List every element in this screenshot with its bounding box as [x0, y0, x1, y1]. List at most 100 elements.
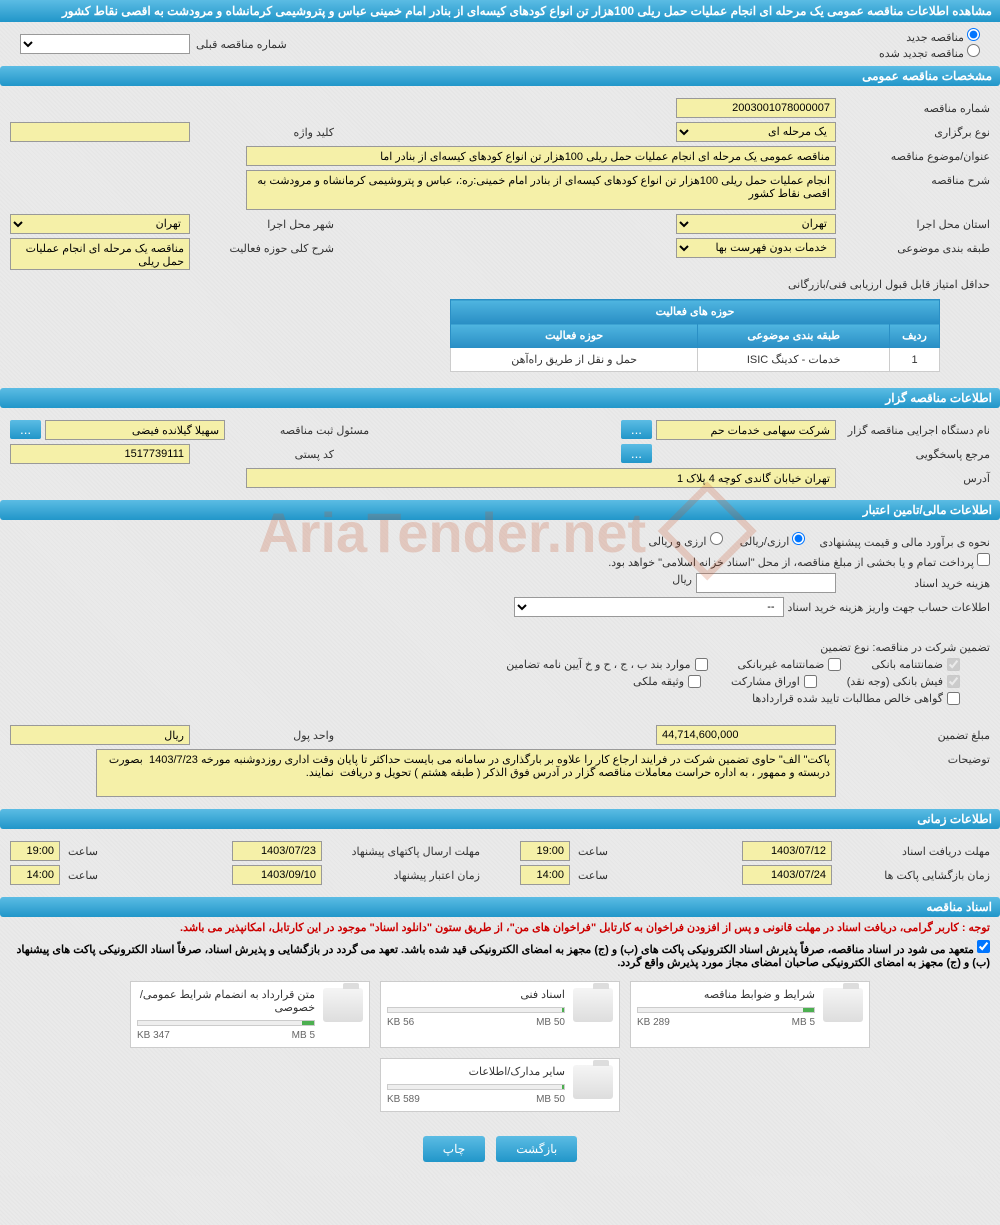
activitydesc-textarea[interactable]: مناقصه یک مرحله ای انجام عملیات حمل ریلی	[10, 238, 190, 270]
receive-time[interactable]	[520, 841, 570, 861]
section-issuer-header: اطلاعات مناقصه گزار	[0, 388, 1000, 408]
minscore-label: حداقل امتیاز قابل قبول ارزیابی فنی/بازرگ…	[788, 274, 990, 291]
type-label: نوع برگزاری	[840, 122, 990, 139]
org-input[interactable]	[656, 420, 836, 440]
size-total: 50 MB	[536, 1094, 565, 1105]
keyword-input[interactable]	[10, 122, 190, 142]
size-used: 56 KB	[387, 1017, 414, 1028]
activity-table: حوزه های فعالیت ردیف طبقه بندی موضوعی حو…	[450, 299, 940, 372]
org-lookup-button[interactable]: ...	[621, 420, 652, 439]
size-used: 347 KB	[137, 1030, 170, 1041]
doc-title: شرایط و ضوابط مناقصه	[637, 988, 815, 1001]
chk-shares[interactable]: اوراق مشارکت	[731, 675, 817, 688]
progress-bar	[387, 1007, 565, 1013]
page-title: مشاهده اطلاعات مناقصه عمومی یک مرحله ای …	[62, 4, 992, 18]
section-timing-header: اطلاعات زمانی	[0, 809, 1000, 829]
submit-date[interactable]	[232, 841, 322, 861]
submit-time[interactable]	[10, 841, 60, 861]
section-financial-header: اطلاعات مالی/تامین اعتبار	[0, 500, 1000, 520]
docs-notice-black: متعهد می شود در اسناد مناقصه، صرفاً پذیر…	[0, 938, 1000, 971]
amount-label: مبلغ تضمین	[840, 725, 990, 742]
tender-type-row: مناقصه جدید مناقصه تجدید شده شماره مناقص…	[0, 22, 1000, 66]
address-input[interactable]	[246, 468, 836, 488]
chk-cert[interactable]: گواهی خالص مطالبات تایید شده قراردادها	[752, 692, 960, 705]
doc-card[interactable]: اسناد فنی 50 MB 56 KB	[380, 981, 620, 1048]
prev-tender-select-wrap: شماره مناقصه قبلی --	[20, 34, 287, 54]
doc-card[interactable]: سایر مدارک/اطلاعات 50 MB 589 KB	[380, 1058, 620, 1112]
account-select[interactable]: --	[514, 597, 784, 617]
size-row: 5 MB347 KB	[137, 1030, 315, 1041]
radio-renewed[interactable]: مناقصه تجدید شده	[879, 48, 980, 60]
time-label-2: ساعت	[578, 869, 608, 882]
chk-bank[interactable]: ضمانتنامه بانکی	[871, 658, 960, 671]
validity-label: زمان اعتبار پیشنهاد	[330, 869, 480, 882]
radio-fx[interactable]: ارزی/ریالی	[740, 532, 806, 548]
amount-input[interactable]	[656, 725, 836, 745]
city-select[interactable]: تهران	[10, 214, 190, 234]
desc-textarea[interactable]: انجام عملیات حمل ریلی 100هزار تن انواع ک…	[246, 170, 836, 210]
responsible-label: مسئول ثبت مناقصه	[229, 420, 369, 437]
doc-title: سایر مدارک/اطلاعات	[387, 1065, 565, 1078]
notes-textarea[interactable]: پاکت" الف" حاوی تضمین شرکت در فرایند ارج…	[96, 749, 836, 797]
th-row: ردیف	[890, 324, 940, 348]
responsible-input[interactable]	[45, 420, 225, 440]
responsible-lookup-button[interactable]: ...	[10, 420, 41, 439]
type-select[interactable]: یک مرحله ای	[676, 122, 836, 142]
print-button[interactable]: چاپ	[423, 1136, 485, 1162]
time-label-4: ساعت	[68, 869, 98, 882]
subject-input[interactable]	[246, 146, 836, 166]
province-select[interactable]: تهران	[676, 214, 836, 234]
size-used: 289 KB	[637, 1017, 670, 1028]
section-financial-body: نحوه ی برآورد مالی و قیمت پیشنهادی ارزی/…	[0, 520, 1000, 809]
validity-date[interactable]	[232, 865, 322, 885]
keyword-label: کلید واژه	[194, 122, 334, 139]
prev-tender-select[interactable]: --	[20, 34, 190, 54]
section-issuer-body: نام دستگاه اجرایی مناقصه گزار ... مسئول …	[0, 408, 1000, 500]
cell-num: 1	[890, 348, 940, 372]
doc-info: متن قرارداد به انضمام شرایط عمومی/خصوصی …	[137, 988, 315, 1041]
chk-bonds[interactable]: موارد بند ب ، ج ، ح و خ آیین نامه تضامین	[506, 658, 707, 671]
number-input[interactable]	[676, 98, 836, 118]
open-time[interactable]	[520, 865, 570, 885]
size-total: 50 MB	[536, 1017, 565, 1028]
cell-cat: خدمات - کدینگ ISIC	[698, 348, 890, 372]
doc-card[interactable]: متن قرارداد به انضمام شرایط عمومی/خصوصی …	[130, 981, 370, 1048]
docfee-input[interactable]	[696, 573, 836, 593]
doc-card[interactable]: شرایط و ضوابط مناقصه 5 MB289 KB	[630, 981, 870, 1048]
unit-input[interactable]	[10, 725, 190, 745]
ref-lookup-button[interactable]: ...	[621, 444, 652, 463]
doc-info: سایر مدارک/اطلاعات 50 MB 589 KB	[387, 1065, 565, 1105]
receive-date[interactable]	[742, 841, 832, 861]
estimate-label: نحوه ی برآورد مالی و قیمت پیشنهادی	[819, 532, 990, 549]
open-date[interactable]	[742, 865, 832, 885]
validity-time[interactable]	[10, 865, 60, 885]
section-timing-body: مهلت دریافت اسناد ساعت زمان بازگشایی پاک…	[0, 829, 1000, 897]
size-row: 50 MB 589 KB	[387, 1094, 565, 1105]
radio-both[interactable]: ارزی و ریالی	[648, 532, 722, 548]
doc-title: اسناد فنی	[387, 988, 565, 1001]
city-label: شهر محل اجرا	[194, 214, 334, 231]
section-docs-header: اسناد مناقصه	[0, 897, 1000, 917]
page-title-bar: مشاهده اطلاعات مناقصه عمومی یک مرحله ای …	[0, 0, 1000, 22]
footer-buttons: بازگشت چاپ	[0, 1122, 1000, 1176]
back-button[interactable]: بازگشت	[496, 1136, 577, 1162]
chk-cash[interactable]: فیش بانکی (وجه نقد)	[847, 675, 960, 688]
radio-new[interactable]: مناقصه جدید	[906, 32, 980, 44]
chk-nonbank[interactable]: ضمانتنامه غیربانکی	[738, 658, 842, 671]
chk-property[interactable]: وثیقه ملکی	[633, 675, 701, 688]
docfee-label: هزینه خرید اسناد	[840, 573, 990, 590]
folder-icon	[573, 988, 613, 1022]
radio-group: مناقصه جدید مناقصه تجدید شده	[859, 28, 980, 60]
notes-label: توضیحات	[840, 749, 990, 766]
category-select[interactable]: خدمات بدون فهرست بها	[676, 238, 836, 258]
time-label-3: ساعت	[68, 845, 98, 858]
ref-label: مرجع پاسخگویی	[840, 444, 990, 461]
number-label: شماره مناقصه	[840, 98, 990, 115]
category-label: طبقه بندی موضوعی	[840, 238, 990, 255]
receive-label: مهلت دریافت اسناد	[840, 845, 990, 858]
postal-input[interactable]	[10, 444, 190, 464]
treasury-checkbox[interactable]: پرداخت تمام و یا بخشی از مبلغ مناقصه، از…	[608, 553, 990, 569]
guarantee-label: تضمین شرکت در مناقصه: نوع تضمین	[820, 637, 990, 654]
size-used: 589 KB	[387, 1094, 420, 1105]
commitment-checkbox[interactable]: متعهد می شود در اسناد مناقصه، صرفاً پذیر…	[17, 944, 990, 969]
